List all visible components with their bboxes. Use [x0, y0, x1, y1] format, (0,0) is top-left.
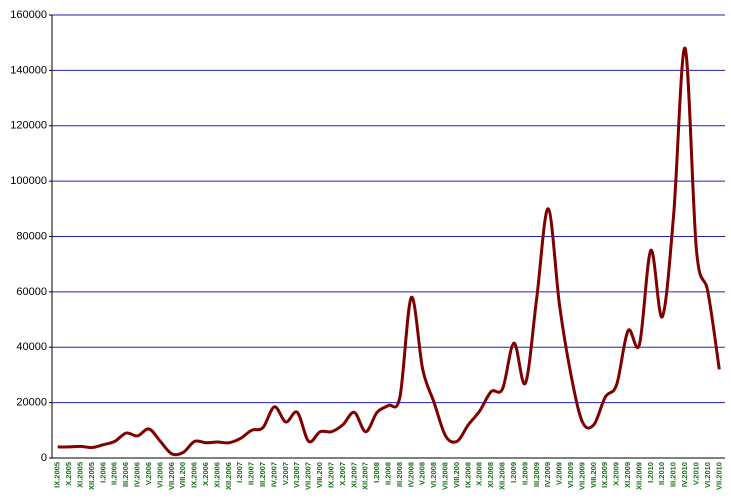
x-tick-label: V.2007	[281, 462, 290, 485]
y-tick-label: 160000	[10, 9, 47, 21]
x-tick-label: X.2008	[475, 462, 484, 486]
x-tick-label: III.2008	[395, 462, 404, 487]
x-tick-label: VII.2010	[714, 462, 723, 490]
x-tick-label: II.2010	[657, 462, 666, 485]
x-tick-label: XII.2007	[361, 462, 370, 490]
data-line	[57, 46, 721, 457]
x-tick-label: IV.2009	[543, 462, 552, 487]
y-tick-label: 0	[41, 452, 47, 464]
x-tick-label: VI.2006	[155, 462, 164, 488]
x-tick-label: XI.2006	[212, 462, 221, 488]
x-tick-label: IX.2007	[326, 462, 335, 488]
x-tick-label: I.2006	[98, 462, 107, 483]
x-tick-label: V.2008	[418, 462, 427, 485]
x-tick-label: V.2010	[691, 462, 700, 485]
y-tick-label: 140000	[10, 64, 47, 76]
x-tick-label: IX.2005	[53, 462, 62, 488]
x-tick-label: VIII.200	[589, 462, 598, 488]
x-tick-label: III.2006	[121, 462, 130, 487]
x-tick-label: X.2007	[338, 462, 347, 486]
x-tick-label: I.2010	[646, 462, 655, 483]
x-tick-label: VIII.200	[315, 462, 324, 488]
y-tick-label: 100000	[10, 175, 47, 187]
x-tick-label: IV.2008	[406, 462, 415, 487]
x-tick-label: VI.2008	[429, 462, 438, 488]
y-tick-label: 20000	[16, 397, 47, 409]
x-tick-label: VII.2007	[304, 462, 313, 490]
x-tick-label: IV.2006	[133, 462, 142, 487]
x-tick-label: IV.2007	[269, 462, 278, 487]
x-tick-label: IX.2006	[190, 462, 199, 488]
x-tick-label: V.2006	[144, 462, 153, 485]
x-tick-label: X.2005	[64, 462, 73, 486]
x-tick-label: XII.2005	[87, 462, 96, 490]
x-tick-label: VII.2006	[167, 462, 176, 490]
x-tick-label: VI.2010	[703, 462, 712, 488]
x-tick-label: XI.2008	[486, 462, 495, 488]
x-tick-label: II.2006	[110, 462, 119, 485]
x-tick-label: III.2007	[258, 462, 267, 487]
x-tick-label: IX.2009	[600, 462, 609, 488]
x-tick-label: IX.2008	[463, 462, 472, 488]
y-tick-label: 80000	[16, 230, 47, 242]
y-tick-label: 60000	[16, 286, 47, 298]
x-tick-label: V.2009	[555, 462, 564, 485]
x-tick-label: VI.2009	[566, 462, 575, 488]
x-tick-label: IV.2010	[680, 462, 689, 487]
x-tick-label: VII.2009	[577, 462, 586, 490]
x-tick-label: I.2009	[509, 462, 518, 483]
x-tick-label: XI.2009	[623, 462, 632, 488]
x-tick-label: VIII.200	[452, 462, 461, 488]
x-tick-label: XI.2007	[349, 462, 358, 488]
y-tick-label: 40000	[16, 341, 47, 353]
x-tick-label: III.2010	[669, 462, 678, 487]
x-tick-label: XII.2008	[498, 462, 507, 490]
x-tick-label: II.2008	[383, 462, 392, 485]
x-tick-label: II.2009	[520, 462, 529, 485]
x-tick-label: VIII.200	[178, 462, 187, 488]
x-tick-label: I.2007	[235, 462, 244, 483]
x-tick-label: X.2009	[612, 462, 621, 486]
x-tick-label: VI.2007	[292, 462, 301, 488]
x-tick-label: II.2007	[247, 462, 256, 485]
x-tick-label: VII.2008	[441, 462, 450, 490]
x-tick-label: III.2009	[532, 462, 541, 487]
x-tick-label: XII.2006	[224, 462, 233, 490]
x-tick-label: XII.2009	[634, 462, 643, 490]
x-tick-label: I.2008	[372, 462, 381, 483]
x-tick-label: XI.2005	[76, 462, 85, 488]
x-tick-label: X.2006	[201, 462, 210, 486]
y-tick-label: 120000	[10, 120, 47, 132]
